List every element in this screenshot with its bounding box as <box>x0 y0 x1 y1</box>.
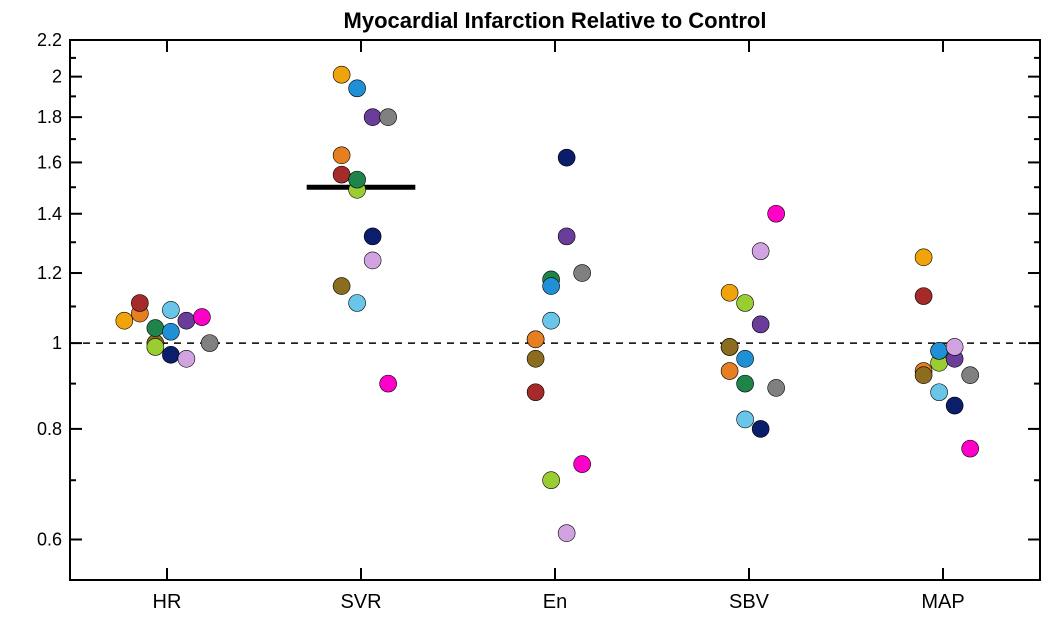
data-point <box>333 66 350 83</box>
data-point <box>574 456 591 473</box>
ytick-label: 1.6 <box>37 152 62 172</box>
ytick-label: 1.8 <box>37 107 62 127</box>
xtick-label: SVR <box>340 591 381 613</box>
data-point <box>768 205 785 222</box>
data-point <box>162 301 179 318</box>
data-point <box>527 331 544 348</box>
data-point <box>178 312 195 329</box>
data-point <box>962 367 979 384</box>
data-point <box>558 525 575 542</box>
data-point <box>737 350 754 367</box>
ytick-label: 2 <box>52 67 62 87</box>
data-point <box>915 367 932 384</box>
data-point <box>201 335 218 352</box>
data-point <box>147 338 164 355</box>
data-point <box>527 350 544 367</box>
data-point <box>558 228 575 245</box>
ytick-label: 2.2 <box>37 30 62 50</box>
data-point <box>574 265 591 282</box>
data-point <box>333 278 350 295</box>
data-point <box>162 323 179 340</box>
data-point <box>364 109 381 126</box>
data-point <box>349 171 366 188</box>
data-point <box>737 411 754 428</box>
data-point <box>946 338 963 355</box>
data-point <box>116 312 133 329</box>
data-point <box>178 350 195 367</box>
xtick-label: MAP <box>921 591 964 613</box>
data-point <box>349 294 366 311</box>
chart-container: Myocardial Infarction Relative to Contro… <box>0 0 1050 628</box>
data-point <box>380 375 397 392</box>
data-point <box>193 309 210 326</box>
data-point <box>721 284 738 301</box>
data-point <box>962 440 979 457</box>
xtick-label: HR <box>153 591 182 613</box>
data-point <box>946 397 963 414</box>
data-point <box>931 342 948 359</box>
data-point <box>380 109 397 126</box>
data-point <box>721 363 738 380</box>
data-point <box>915 249 932 266</box>
data-point <box>147 320 164 337</box>
data-point <box>527 384 544 401</box>
data-point <box>737 294 754 311</box>
data-point <box>543 278 560 295</box>
data-point <box>558 149 575 166</box>
data-point <box>737 375 754 392</box>
ytick-label: 1.4 <box>37 204 62 224</box>
data-point <box>752 420 769 437</box>
chart-bg <box>0 0 1050 628</box>
chart-title: Myocardial Infarction Relative to Contro… <box>344 8 767 33</box>
scatter-chart: Myocardial Infarction Relative to Contro… <box>0 0 1050 628</box>
data-point <box>131 294 148 311</box>
data-point <box>931 384 948 401</box>
ytick-label: 1.2 <box>37 263 62 283</box>
data-point <box>721 338 738 355</box>
data-point <box>333 166 350 183</box>
data-point <box>768 379 785 396</box>
data-point <box>915 288 932 305</box>
ytick-label: 1 <box>52 333 62 353</box>
data-point <box>543 312 560 329</box>
data-point <box>752 316 769 333</box>
data-point <box>364 228 381 245</box>
data-point <box>543 472 560 489</box>
ytick-label: 0.6 <box>37 529 62 549</box>
data-point <box>333 147 350 164</box>
xtick-label: En <box>543 591 567 613</box>
data-point <box>364 252 381 269</box>
xtick-label: SBV <box>729 591 770 613</box>
ytick-label: 0.8 <box>37 419 62 439</box>
data-point <box>162 346 179 363</box>
data-point <box>752 243 769 260</box>
data-point <box>349 80 366 97</box>
